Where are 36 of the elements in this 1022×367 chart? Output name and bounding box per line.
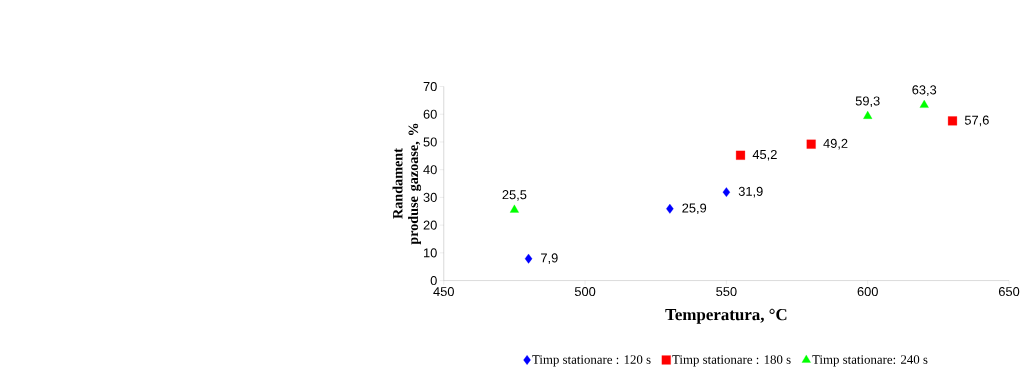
- y-tick-label: 30: [423, 192, 437, 202]
- x-tick-label: 650: [998, 286, 1020, 296]
- legend-label: Timp stationare : 120 s: [532, 354, 651, 367]
- point: [666, 203, 674, 214]
- y-tick-label: 40: [423, 164, 437, 174]
- y-tick-label: 20: [423, 220, 437, 230]
- point: [947, 116, 958, 126]
- legend-label: Timp stationare : 180 s: [672, 354, 791, 367]
- point: [509, 204, 519, 213]
- data-label: 31,9: [738, 186, 763, 198]
- data-label: 57,6: [964, 115, 989, 126]
- y-tick-label: 0: [430, 275, 437, 285]
- point: [863, 110, 873, 119]
- point: [735, 150, 746, 160]
- y-tick-label: 50: [423, 137, 437, 147]
- x-tick-label: 600: [857, 286, 878, 296]
- data-label: 49,2: [823, 138, 848, 150]
- data-label: 59,3: [855, 96, 880, 107]
- x-tick-label: 500: [574, 286, 596, 296]
- y-axis-title: Randament produse gazoase, %: [392, 123, 422, 245]
- y-tick-label: 60: [423, 109, 437, 119]
- y-tick-label: 70: [423, 81, 437, 91]
- x-tick-label: 450: [433, 286, 454, 296]
- x-tick-label: 550: [716, 286, 737, 296]
- point: [806, 139, 816, 149]
- data-label: 45,2: [752, 149, 777, 161]
- point: [722, 187, 731, 197]
- point: [919, 99, 929, 108]
- data-label: 25,9: [682, 203, 707, 214]
- data-label: 7,9: [541, 253, 558, 264]
- x-axis-title: Temperatura, °C: [665, 308, 787, 324]
- legend-label: Timp stationare: 240 s: [812, 354, 928, 367]
- point: [524, 253, 533, 264]
- data-label: 63,3: [912, 85, 937, 96]
- y-tick-label: 10: [423, 248, 437, 258]
- data-label: 25,5: [502, 189, 527, 201]
